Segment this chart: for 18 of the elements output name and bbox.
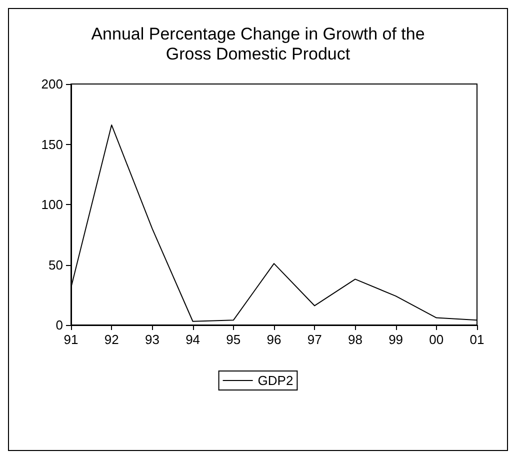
y-tick-label: 50	[48, 257, 63, 272]
legend-label: GDP2	[258, 373, 294, 388]
y-tick-label: 0	[56, 318, 63, 332]
x-tick-label: 98	[348, 332, 362, 347]
x-tick-label: 99	[388, 332, 404, 347]
x-tick-label: 91	[64, 332, 78, 347]
x-tick-label: 92	[104, 332, 119, 347]
x-tick-label: 01	[470, 332, 484, 347]
chart-title: Annual Percentage Change in Growth of the Gross Domestic Product	[91, 24, 425, 64]
y-tick-label: 100	[41, 197, 63, 212]
x-tick-label: 00	[429, 332, 444, 347]
x-tick-label: 94	[186, 332, 200, 347]
x-tick-label: 96	[266, 332, 282, 347]
x-tick-label: 95	[226, 332, 241, 347]
y-tick-label: 150	[41, 136, 63, 152]
y-tick-label: 200	[41, 76, 63, 92]
x-tick-label: 97	[307, 332, 322, 347]
x-tick-label: 93	[144, 332, 160, 347]
